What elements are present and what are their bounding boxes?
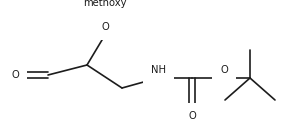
- Text: O: O: [101, 22, 109, 32]
- Text: O: O: [220, 65, 228, 75]
- Text: methoxy: methoxy: [83, 0, 127, 8]
- Text: O: O: [188, 111, 196, 121]
- Text: NH: NH: [151, 65, 166, 75]
- Text: O: O: [11, 70, 19, 80]
